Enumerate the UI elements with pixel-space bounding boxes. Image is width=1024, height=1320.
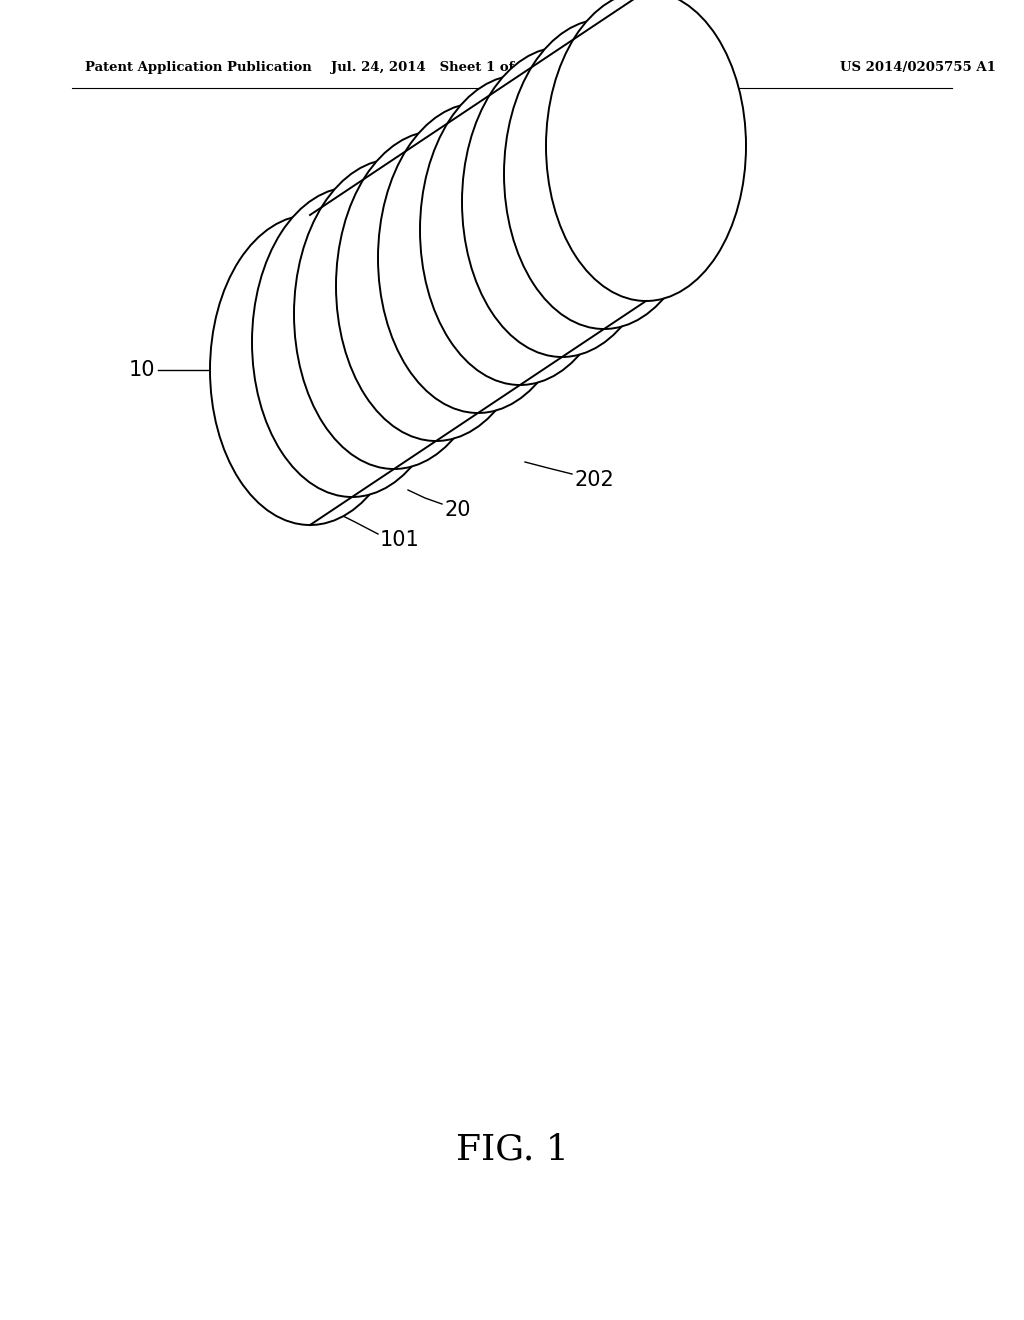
Text: 202: 202	[575, 470, 614, 490]
Ellipse shape	[336, 131, 536, 441]
Text: FIG. 1: FIG. 1	[456, 1133, 568, 1167]
Ellipse shape	[294, 158, 494, 469]
Text: Jul. 24, 2014   Sheet 1 of 5: Jul. 24, 2014 Sheet 1 of 5	[332, 62, 528, 74]
Ellipse shape	[378, 103, 578, 413]
Text: 20: 20	[445, 500, 471, 520]
Ellipse shape	[462, 48, 662, 356]
Text: US 2014/0205755 A1: US 2014/0205755 A1	[840, 62, 996, 74]
Text: Patent Application Publication: Patent Application Publication	[85, 62, 311, 74]
Text: 201: 201	[345, 292, 385, 312]
Ellipse shape	[546, 0, 746, 301]
Ellipse shape	[252, 187, 452, 498]
Ellipse shape	[420, 75, 620, 385]
Ellipse shape	[210, 215, 410, 525]
Ellipse shape	[504, 18, 705, 329]
Text: 101: 101	[380, 531, 420, 550]
Text: 10: 10	[128, 360, 155, 380]
Text: 100: 100	[305, 205, 345, 224]
